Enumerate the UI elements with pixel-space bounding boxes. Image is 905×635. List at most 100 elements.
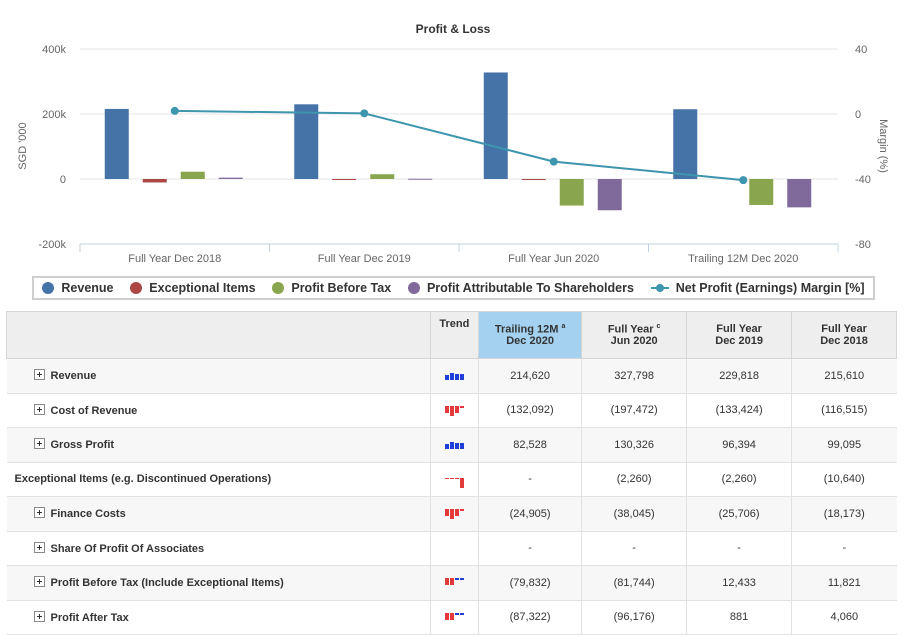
col-header-line2: Dec 2019: [715, 335, 763, 347]
legend-label: Exceptional Items: [149, 281, 256, 295]
trend-cell: [429, 600, 479, 635]
row-label: Cost of Revenue: [50, 404, 138, 417]
bar: [370, 174, 395, 179]
legend-label: Net Profit (Earnings) Margin [%]: [675, 281, 865, 295]
value-cell: -: [686, 531, 792, 566]
value-cell: (2,260): [581, 462, 687, 497]
trend-cell: [429, 496, 479, 532]
legend-label: Profit Before Tax: [291, 281, 392, 295]
sparkline-icon: [444, 578, 464, 589]
y-axis-label: SGD '000: [17, 122, 29, 169]
legend-dot-icon: [130, 282, 143, 294]
legend-item[interactable]: Profit Before Tax: [272, 281, 391, 295]
row-label: Share Of Profit Of Associates: [50, 542, 205, 555]
legend-label: Revenue: [61, 281, 114, 295]
y-tick-label: 400k: [42, 44, 66, 56]
value-cell: (18,173): [791, 496, 897, 532]
value-cell: (2,260): [686, 462, 792, 497]
margin-point: [360, 109, 369, 118]
bar: [294, 104, 319, 179]
y-tick-label: -200k: [38, 239, 66, 251]
col-header-jun-2020[interactable]: Full Year c Jun 2020: [581, 311, 688, 359]
sparkline-icon: [444, 477, 464, 489]
x-tick-label: Trailing 12M Dec 2020: [688, 253, 798, 265]
table-row: Revenue 214,620 327,798 229,818 215,610: [6, 358, 897, 394]
row-label: Profit After Tax: [50, 611, 129, 624]
bar: [408, 178, 433, 180]
value-cell: (96,176): [581, 600, 687, 635]
expand-icon[interactable]: [33, 507, 45, 519]
x-tick-label: Full Year Jun 2020: [508, 253, 599, 265]
y2-tick-label: 0: [855, 109, 861, 121]
col-header-line1: Trailing 12M: [494, 323, 559, 336]
bar: [332, 179, 357, 180]
bar: [521, 179, 546, 180]
row-label-cell: Profit After Tax: [6, 600, 431, 635]
legend-item[interactable]: Exceptional Items: [130, 281, 256, 295]
value-cell: 327,798: [581, 358, 687, 394]
sparkline-icon: [444, 405, 464, 417]
trend-cell: [429, 531, 479, 566]
row-label: Revenue: [50, 370, 97, 383]
row-label-cell: Revenue: [6, 358, 431, 394]
expand-icon[interactable]: [33, 541, 45, 553]
bar: [673, 109, 698, 179]
col-header-trailing-12m[interactable]: Trailing 12M a Dec 2020: [478, 311, 583, 359]
trend-cell: [429, 358, 479, 394]
value-cell: 99,095: [791, 427, 897, 463]
col-header-line2: Dec 2020: [506, 335, 554, 348]
value-cell: 82,528: [478, 427, 582, 463]
y-tick-label: 0: [60, 174, 66, 186]
x-tick-label: Full Year Dec 2019: [318, 253, 411, 265]
value-cell: 215,610: [791, 358, 897, 394]
expand-icon[interactable]: [33, 438, 45, 450]
table-row: Share Of Profit Of Associates - - - -: [6, 531, 897, 566]
y2-axis-label: Margin (%): [877, 119, 889, 173]
table-row: Finance Costs (24,905) (38,045) (25,706) (18…: [6, 496, 897, 532]
row-label-cell: Gross Profit: [6, 427, 431, 463]
sparkline-icon: [444, 438, 464, 449]
col-header-line1: Full Year: [821, 323, 867, 335]
col-header-sup: a: [561, 322, 566, 330]
margin-point: [170, 106, 179, 115]
legend-dot-icon: [42, 282, 55, 294]
expand-icon[interactable]: [33, 610, 45, 622]
value-cell: 214,620: [478, 358, 582, 394]
chart-legend[interactable]: Revenue Exceptional Items Profit Before Ta…: [32, 276, 875, 300]
row-label: Profit Before Tax (Include Exceptional I…: [50, 577, 284, 590]
value-cell: 4,060: [791, 600, 897, 635]
row-label-cell: Finance Costs: [6, 496, 431, 532]
bar: [749, 179, 774, 205]
sparkline-icon: [444, 509, 464, 520]
col-header-dec-2019[interactable]: Full Year Dec 2019: [686, 311, 793, 359]
table-row: Cost of Revenue (132,092) (197,472) (133,42…: [6, 393, 897, 428]
bar: [597, 179, 622, 211]
legend-item[interactable]: Revenue: [42, 281, 114, 295]
trend-cell: [429, 393, 479, 428]
table-row: Gross Profit 82,528 130,326 96,394 99,095: [6, 427, 897, 463]
value-cell: (79,832): [478, 565, 582, 601]
value-cell: 881: [686, 600, 792, 635]
legend-item[interactable]: Profit Attributable To Shareholders: [407, 281, 634, 295]
bar: [180, 171, 205, 179]
row-label-cell: Profit Before Tax (Include Exceptional I…: [6, 565, 431, 601]
legend-label: Profit Attributable To Shareholders: [426, 281, 634, 295]
profit-loss-chart: Profit & Loss 400k 200k 0 -200k 40 0 -40 -80 SGD …: [0, 0, 905, 305]
expand-icon[interactable]: [33, 369, 45, 381]
col-header-line2: Jun 2020: [610, 335, 658, 348]
bar: [559, 179, 584, 206]
expand-icon[interactable]: [33, 576, 45, 588]
value-cell: -: [478, 531, 582, 566]
row-label: Exceptional Items (e.g. Discontinued Ope…: [14, 473, 272, 486]
trend-header: Trend: [429, 311, 480, 359]
legend-item[interactable]: Net Profit (Earnings) Margin [%]: [650, 281, 865, 295]
y-tick-label: 200k: [42, 109, 66, 121]
x-tick-label: Full Year Dec 2018: [128, 253, 221, 265]
row-label: Gross Profit: [50, 439, 115, 452]
value-cell: (132,092): [478, 393, 582, 428]
expand-icon[interactable]: [33, 403, 45, 415]
col-header-dec-2018[interactable]: Full Year Dec 2018: [791, 311, 897, 359]
table-header-row: Trend Trailing 12M a Dec 2020 Full Year …: [6, 311, 897, 359]
sparkline-icon: [444, 612, 464, 624]
value-cell: (38,045): [581, 496, 687, 532]
